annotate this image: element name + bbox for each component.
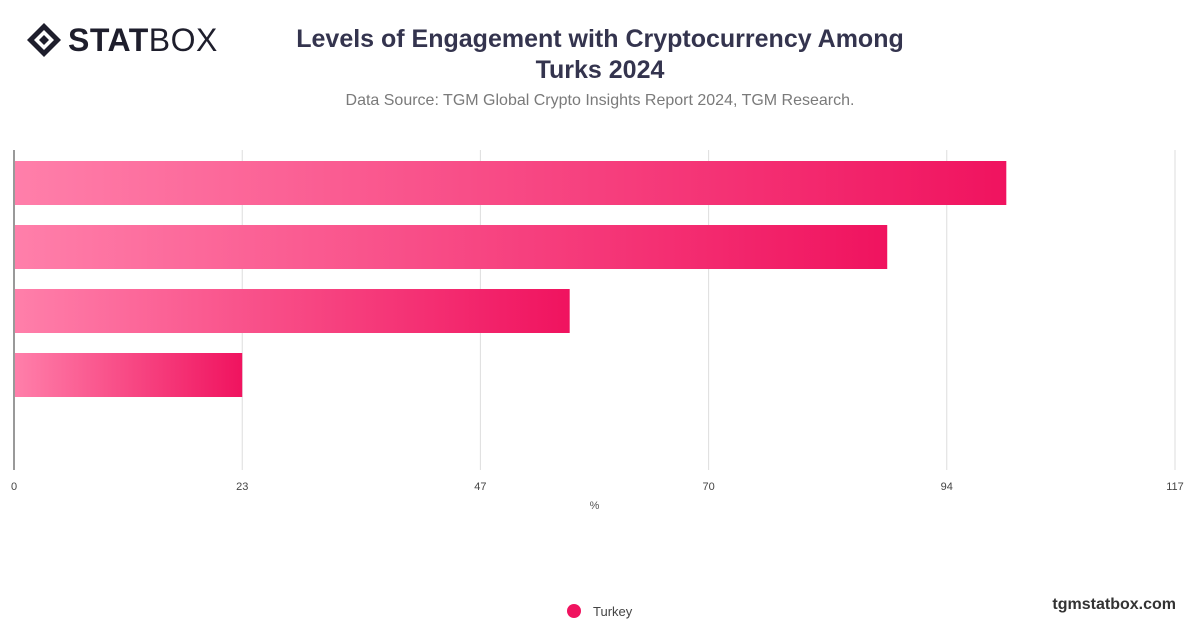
legend: Turkey <box>567 602 632 620</box>
bar[interactable] <box>15 353 243 397</box>
bar[interactable] <box>15 225 888 269</box>
legend-label-turkey: Turkey <box>593 603 633 619</box>
statbox-logo: STATBOX <box>26 22 218 58</box>
legend-swatch-turkey <box>567 604 581 618</box>
x-tick-label: 94 <box>941 481 953 493</box>
x-tick-label: 23 <box>236 481 248 493</box>
chart-title: Levels of Engagement with Cryptocurrency… <box>296 25 904 84</box>
x-tick-label: 70 <box>702 481 714 493</box>
logo-text: STATBOX <box>68 22 218 58</box>
x-tick-label: 0 <box>11 481 17 493</box>
logo-text-bold: STAT <box>68 22 149 58</box>
x-tick-label: 117 <box>1166 481 1184 493</box>
bar[interactable] <box>15 161 1007 205</box>
x-axis-ticks: 0 23 47 70 94 117 <box>11 481 1184 493</box>
x-tick-label: 47 <box>474 481 486 493</box>
site-url: tgmstatbox.com <box>1052 596 1176 613</box>
chart-subtitle: Data Source: TGM Global Crypto Insights … <box>345 92 855 109</box>
bars <box>15 161 1007 397</box>
logo-text-light: BOX <box>148 22 218 58</box>
x-axis-label: % <box>590 500 600 512</box>
statbox-diamond-icon <box>27 23 61 57</box>
bar[interactable] <box>15 289 570 333</box>
